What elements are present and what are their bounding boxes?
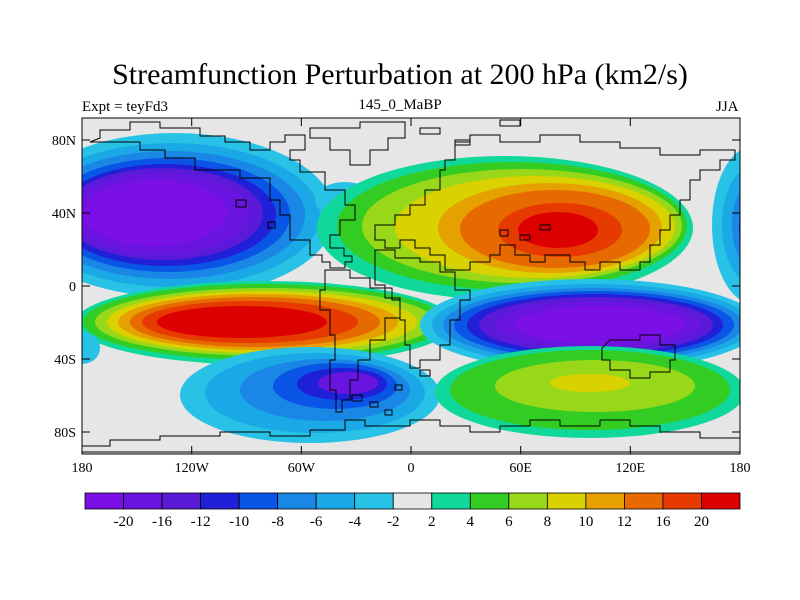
greenland-coast [309,121,406,166]
west-edge-spot [82,332,100,364]
colorbar-swatch [546,492,587,510]
colorbar-swatch [84,492,124,510]
colorbar-swatch [585,492,625,510]
colorbar-label: -8 [271,514,284,530]
colorbar-label: -2 [387,514,400,530]
asia-positive-blob [317,156,693,300]
east-negative-blob [712,150,740,300]
north-america-coast [89,121,356,269]
colorbar-label: 12 [617,514,632,530]
lon-label: 120W [175,461,210,476]
colorbar-label: 4 [467,514,475,530]
south-atlantic-negative-blob [180,347,440,443]
colorbar-label: 8 [544,514,552,530]
colorbar-label: -16 [152,514,172,530]
season-label: JJA [716,99,739,115]
arctic-islands [235,119,551,241]
colorbar-swatch [238,492,279,510]
lat-ticks [82,139,740,433]
period-label: 145_0_MaBP [358,97,442,113]
colorbar-label: 6 [505,514,513,530]
colorbar-label: -6 [310,514,323,530]
colorbar-swatch [431,492,471,510]
lat-label: 0 [69,280,76,295]
colorbar-swatch [701,492,741,510]
experiment-label: Expt = teyFd3 [82,99,168,115]
colorbar-swatch [315,492,356,510]
lon-label: 180 [730,461,751,476]
lon-label: 60E [509,461,532,476]
colorbar-swatch [277,492,317,510]
lat-label: 40S [54,353,76,368]
colorbar-label: -12 [191,514,211,530]
north-pacific-negative-blob [82,133,335,297]
lon-label: 0 [408,461,415,476]
colorbar-label: 16 [655,514,671,530]
colorbar-swatch [161,492,201,510]
colorbar-label: 10 [578,514,593,530]
eurasia-coast [374,134,736,271]
colorbar-swatch [392,492,433,510]
lat-labels: 80N 40N 0 40S 80S [52,134,76,441]
colorbar-label: -20 [114,514,134,530]
indian-ocean-negative-blob [420,279,740,371]
colorbar-swatch [662,492,702,510]
lon-label: 180 [72,461,93,476]
colorbar-label: 20 [694,514,709,530]
lon-labels: 180 120W 60W 0 60E 120E 180 [72,461,751,476]
colorbar-label: 2 [428,514,436,530]
colorbar-label: -4 [348,514,361,530]
south-america-coast [319,269,401,413]
colorbar-swatch [469,492,510,510]
lon-ticks [81,118,741,454]
lon-label: 120E [616,461,646,476]
colorbar-label: -10 [229,514,249,530]
colorbar-swatch [200,492,240,510]
south-pacific-positive-blob [82,281,455,365]
colorbar-swatch [354,492,394,510]
colorbar-swatch [508,492,548,510]
australia-coast [601,334,676,379]
colorbar-swatch [123,492,163,510]
map-title: Streamfunction Perturbation at 200 hPa (… [112,58,688,91]
lat-label: 80S [54,426,76,441]
colorbar-swatch [624,492,664,510]
coastlines [82,119,740,453]
lon-label: 60W [288,461,316,476]
colorbar: -20 -16 -12 -10 -8 -6 -4 -2 2 4 6 8 10 12 16 20 [84,492,741,530]
southern-ocean-positive-blob [435,346,740,438]
africa-coast [374,249,471,369]
map-field [82,118,740,454]
south-atlantic-islands [351,369,431,416]
lat-label: 80N [52,134,76,149]
antarctica-coast [82,419,740,453]
lat-label: 40N [52,207,76,222]
